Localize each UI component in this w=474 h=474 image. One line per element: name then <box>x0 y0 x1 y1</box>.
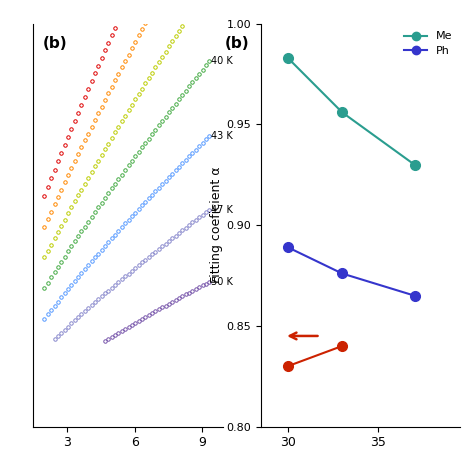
Me <box>285 55 291 61</box>
Text: (b): (b) <box>225 36 249 51</box>
Text: 43 K: 43 K <box>211 131 233 141</box>
Ph <box>412 293 418 299</box>
Me <box>412 162 418 167</box>
Line: Ph: Ph <box>283 242 419 301</box>
Text: 40 K: 40 K <box>211 56 233 66</box>
Ph <box>285 245 291 250</box>
Text: 47 K: 47 K <box>211 205 233 215</box>
Legend: Me, Ph: Me, Ph <box>402 29 454 58</box>
Line: Me: Me <box>283 53 419 170</box>
Y-axis label: Fitting coeficient α: Fitting coeficient α <box>210 167 223 283</box>
Text: 50 K: 50 K <box>211 277 233 287</box>
Ph <box>339 271 345 276</box>
Text: (b): (b) <box>43 36 67 51</box>
Me <box>339 109 345 115</box>
